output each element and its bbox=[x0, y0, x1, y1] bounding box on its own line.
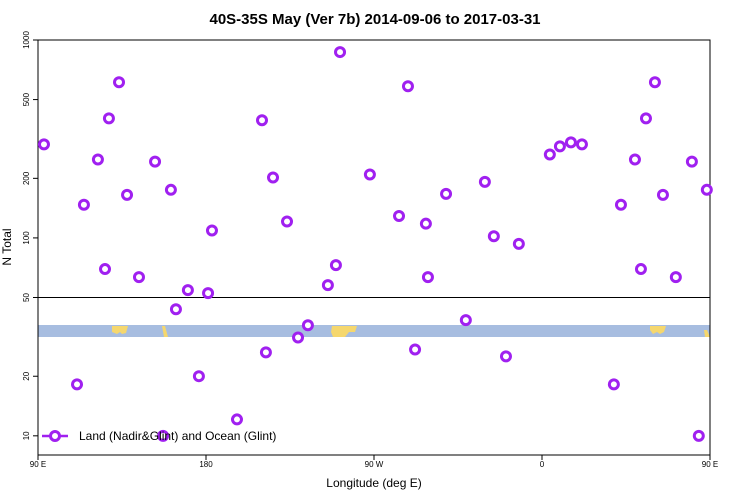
x-tick-label: 0 bbox=[540, 460, 545, 469]
point bbox=[37, 138, 50, 151]
point bbox=[121, 188, 134, 201]
point bbox=[99, 263, 112, 276]
map-strip bbox=[38, 325, 710, 337]
point bbox=[102, 112, 115, 125]
point bbox=[292, 331, 305, 344]
point bbox=[575, 138, 588, 151]
y-tick-label: 500 bbox=[22, 92, 31, 106]
point bbox=[363, 168, 376, 181]
point bbox=[685, 155, 698, 168]
legend-label: Land (Nadir&Glint) and Ocean (Glint) bbox=[79, 429, 276, 443]
point bbox=[77, 198, 90, 211]
point bbox=[205, 224, 218, 237]
x-axis-label: Longitude (deg E) bbox=[326, 476, 421, 490]
point bbox=[281, 215, 294, 228]
plot-frame bbox=[37, 39, 711, 456]
point bbox=[181, 284, 194, 297]
x-tick-label: 90 W bbox=[365, 460, 384, 469]
point bbox=[553, 140, 566, 153]
point bbox=[321, 279, 334, 292]
y-tick-label: 100 bbox=[22, 231, 31, 245]
point bbox=[700, 183, 713, 196]
point bbox=[543, 148, 556, 161]
point bbox=[91, 153, 104, 166]
point bbox=[259, 346, 272, 359]
point bbox=[440, 187, 453, 200]
point bbox=[169, 303, 182, 316]
point bbox=[301, 319, 314, 332]
y-tick-label: 10 bbox=[22, 431, 31, 440]
y-tick-label: 50 bbox=[22, 292, 31, 301]
point bbox=[459, 314, 472, 327]
point bbox=[607, 378, 620, 391]
point bbox=[639, 112, 652, 125]
point bbox=[487, 230, 500, 243]
point bbox=[669, 271, 682, 284]
point bbox=[393, 210, 406, 223]
point bbox=[634, 263, 647, 276]
point bbox=[692, 429, 705, 442]
point bbox=[157, 429, 170, 442]
point bbox=[409, 343, 422, 356]
point bbox=[499, 350, 512, 363]
y-tick-label: 20 bbox=[22, 371, 31, 380]
point bbox=[256, 114, 268, 127]
point bbox=[478, 175, 491, 188]
point bbox=[329, 259, 342, 272]
point bbox=[564, 136, 577, 149]
point bbox=[648, 76, 661, 89]
point bbox=[71, 378, 84, 391]
point bbox=[192, 370, 205, 383]
point bbox=[164, 183, 177, 196]
legend-marker bbox=[49, 430, 61, 442]
point bbox=[334, 46, 347, 59]
point bbox=[628, 153, 641, 166]
point bbox=[149, 155, 162, 168]
point bbox=[202, 287, 215, 300]
point bbox=[401, 80, 414, 93]
point bbox=[656, 188, 669, 201]
point bbox=[614, 198, 627, 211]
x-tick-label: 90 E bbox=[702, 460, 718, 469]
y-tick-label: 1000 bbox=[22, 31, 31, 49]
point bbox=[132, 271, 145, 284]
chart-title: 40S-35S May (Ver 7b) 2014-09-06 to 2017-… bbox=[209, 11, 540, 28]
point bbox=[419, 217, 432, 230]
y-tick-label: 200 bbox=[22, 171, 31, 185]
point bbox=[421, 271, 434, 284]
x-tick-label: 180 bbox=[199, 460, 213, 469]
point bbox=[267, 171, 280, 184]
x-tick-label: 90 E bbox=[30, 460, 46, 469]
point bbox=[512, 237, 525, 250]
point bbox=[113, 76, 126, 89]
point bbox=[230, 413, 243, 426]
y-axis-label: N Total bbox=[0, 228, 14, 265]
